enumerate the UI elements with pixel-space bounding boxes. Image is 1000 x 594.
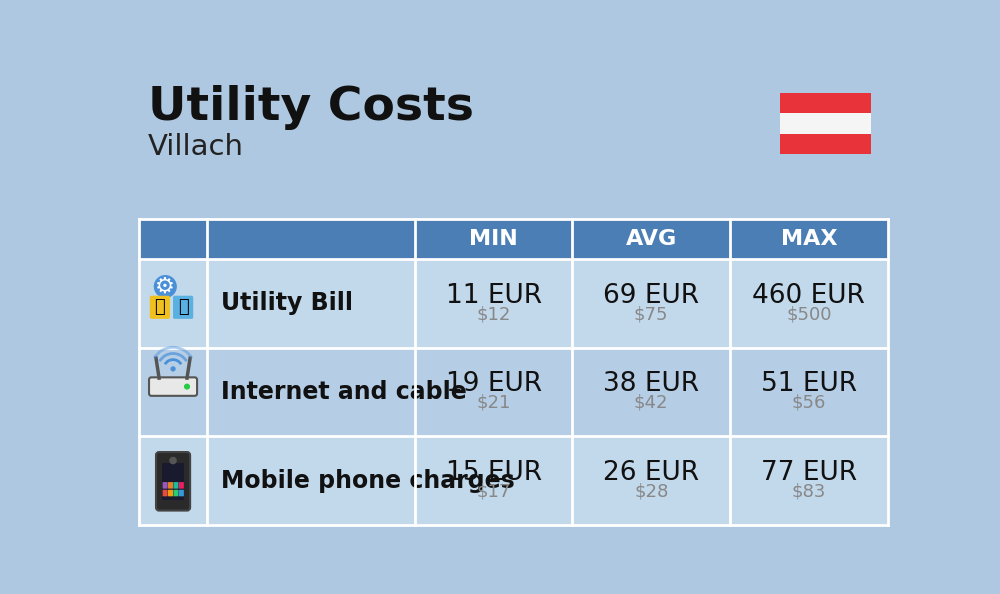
FancyBboxPatch shape bbox=[730, 259, 888, 347]
Text: 11 EUR: 11 EUR bbox=[446, 283, 542, 309]
Text: $28: $28 bbox=[634, 482, 668, 500]
FancyBboxPatch shape bbox=[149, 377, 197, 396]
Circle shape bbox=[170, 457, 176, 463]
FancyBboxPatch shape bbox=[730, 219, 888, 259]
Text: $21: $21 bbox=[476, 394, 511, 412]
Text: $56: $56 bbox=[792, 394, 826, 412]
FancyBboxPatch shape bbox=[207, 347, 415, 436]
Text: $500: $500 bbox=[786, 305, 832, 323]
Circle shape bbox=[185, 384, 189, 389]
FancyBboxPatch shape bbox=[139, 436, 207, 525]
FancyBboxPatch shape bbox=[780, 93, 871, 113]
Text: 26 EUR: 26 EUR bbox=[603, 460, 699, 486]
FancyBboxPatch shape bbox=[572, 436, 730, 525]
Text: AVG: AVG bbox=[626, 229, 677, 249]
FancyBboxPatch shape bbox=[162, 463, 184, 500]
Text: 77 EUR: 77 EUR bbox=[761, 460, 857, 486]
FancyBboxPatch shape bbox=[168, 490, 173, 497]
FancyBboxPatch shape bbox=[730, 436, 888, 525]
Text: Utility Bill: Utility Bill bbox=[221, 292, 353, 315]
Text: $83: $83 bbox=[792, 482, 826, 500]
FancyBboxPatch shape bbox=[179, 490, 184, 497]
Text: 🔌: 🔌 bbox=[154, 298, 165, 316]
FancyBboxPatch shape bbox=[179, 482, 184, 489]
FancyBboxPatch shape bbox=[415, 347, 572, 436]
FancyBboxPatch shape bbox=[207, 219, 415, 259]
Text: $12: $12 bbox=[476, 305, 511, 323]
FancyBboxPatch shape bbox=[415, 436, 572, 525]
FancyBboxPatch shape bbox=[780, 113, 871, 134]
FancyBboxPatch shape bbox=[173, 482, 178, 489]
FancyBboxPatch shape bbox=[139, 259, 207, 347]
Text: 38 EUR: 38 EUR bbox=[603, 371, 699, 397]
FancyBboxPatch shape bbox=[730, 347, 888, 436]
FancyBboxPatch shape bbox=[163, 490, 168, 497]
Circle shape bbox=[171, 367, 175, 371]
Text: ⚙: ⚙ bbox=[155, 276, 175, 296]
FancyBboxPatch shape bbox=[173, 490, 178, 497]
Text: 💧: 💧 bbox=[178, 298, 188, 316]
FancyBboxPatch shape bbox=[150, 296, 170, 319]
FancyBboxPatch shape bbox=[780, 134, 871, 154]
FancyBboxPatch shape bbox=[207, 259, 415, 347]
FancyBboxPatch shape bbox=[572, 219, 730, 259]
FancyBboxPatch shape bbox=[415, 219, 572, 259]
Text: 69 EUR: 69 EUR bbox=[603, 283, 699, 309]
Text: $42: $42 bbox=[634, 394, 668, 412]
Text: 51 EUR: 51 EUR bbox=[761, 371, 857, 397]
Text: MIN: MIN bbox=[469, 229, 518, 249]
Text: Internet and cable: Internet and cable bbox=[221, 380, 467, 404]
FancyBboxPatch shape bbox=[572, 259, 730, 347]
Text: MAX: MAX bbox=[781, 229, 837, 249]
Text: Villach: Villach bbox=[148, 133, 244, 161]
Text: Mobile phone charges: Mobile phone charges bbox=[221, 469, 515, 492]
FancyBboxPatch shape bbox=[139, 347, 207, 436]
FancyBboxPatch shape bbox=[415, 259, 572, 347]
Text: $17: $17 bbox=[476, 482, 511, 500]
Text: $75: $75 bbox=[634, 305, 668, 323]
Text: 19 EUR: 19 EUR bbox=[446, 371, 542, 397]
FancyBboxPatch shape bbox=[163, 482, 168, 489]
Text: Utility Costs: Utility Costs bbox=[148, 85, 474, 130]
FancyBboxPatch shape bbox=[156, 452, 190, 511]
Text: 460 EUR: 460 EUR bbox=[752, 283, 865, 309]
FancyBboxPatch shape bbox=[168, 482, 173, 489]
FancyBboxPatch shape bbox=[572, 347, 730, 436]
FancyBboxPatch shape bbox=[139, 219, 207, 259]
Circle shape bbox=[154, 276, 176, 297]
FancyBboxPatch shape bbox=[173, 296, 193, 319]
FancyBboxPatch shape bbox=[207, 436, 415, 525]
Text: 15 EUR: 15 EUR bbox=[446, 460, 542, 486]
